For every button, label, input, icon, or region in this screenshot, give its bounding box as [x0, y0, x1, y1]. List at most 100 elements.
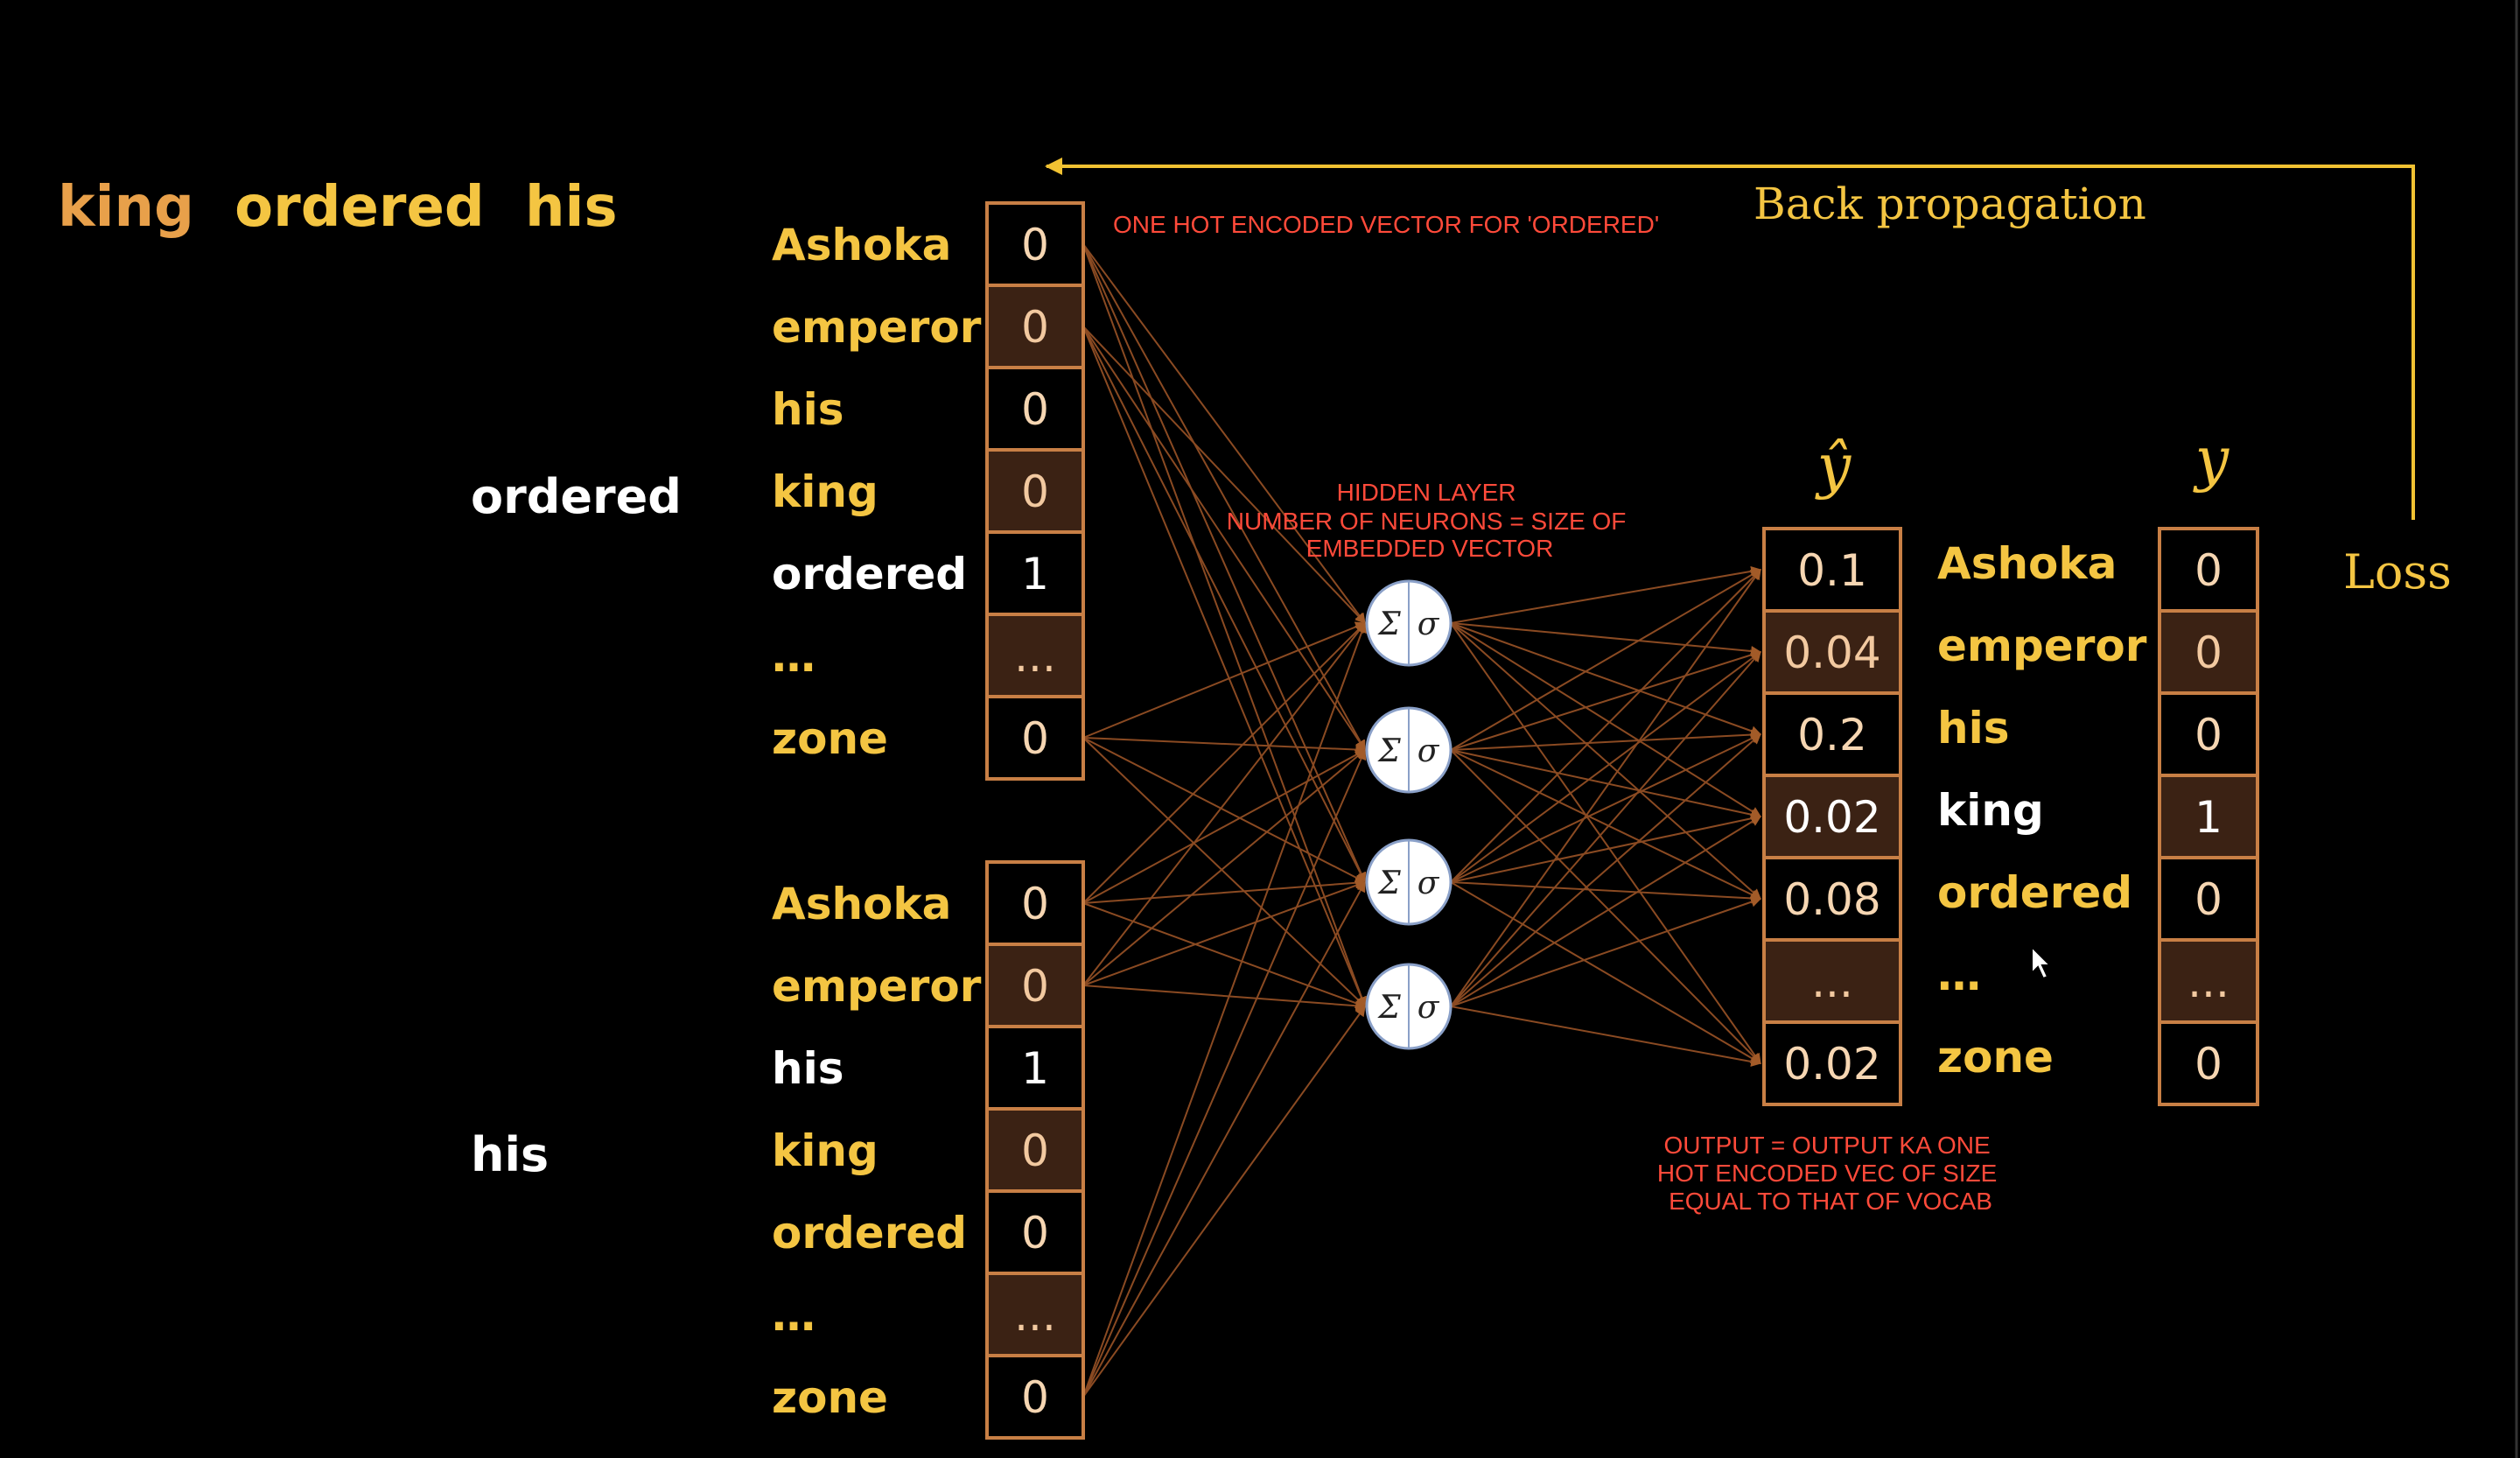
- input-to-hidden-connection: [1082, 326, 1367, 1008]
- hidden-to-output-connection: [1450, 622, 1762, 656]
- y-cell: [2158, 1020, 2259, 1106]
- output-note-line-1: OUTPUT = OUTPUT KA ONE: [1664, 1132, 1991, 1159]
- output-row-label: zone: [1937, 1032, 2054, 1083]
- input-to-hidden-connection: [1082, 748, 1367, 1398]
- input-row-label: …: [772, 1290, 816, 1341]
- input-to-hidden-connection: [1082, 621, 1367, 739]
- input-cell: [985, 695, 1085, 781]
- hidden-to-output-connection: [1450, 1006, 1762, 1067]
- input-to-hidden-connection: [1082, 737, 1367, 755]
- input-cell-value: ...: [1014, 631, 1056, 682]
- hidden-to-output-connection: [1450, 649, 1762, 751]
- hidden-to-output-connection: [1450, 816, 1762, 1007]
- title-word-king: king: [58, 175, 194, 240]
- input-to-hidden-connection: [1082, 902, 1367, 1008]
- y-value: 1: [2194, 792, 2222, 843]
- output-note-line-2: HOT ENCODED VEC OF SIZE: [1657, 1160, 1997, 1187]
- sigma-activation-icon: σ: [1418, 990, 1440, 1026]
- hidden-to-output-connection: [1450, 569, 1761, 883]
- y-hat-header: ŷ: [1815, 432, 1852, 501]
- input-cell-value: 1: [1021, 1043, 1049, 1094]
- hidden-layer-note-line-3: EMBEDDED VECTOR: [1306, 535, 1554, 562]
- sigma-sum-icon: Σ: [1376, 866, 1401, 901]
- y-cell: [2158, 856, 2259, 942]
- input-to-hidden-connection: [1082, 749, 1366, 986]
- input-cell-value: 0: [1021, 220, 1049, 270]
- input-row-label: zone: [772, 713, 888, 764]
- output-row-label: king: [1937, 785, 2044, 836]
- input-cell: [985, 366, 1085, 452]
- input-cell-value: 0: [1021, 713, 1049, 764]
- y-hat-cell: [1762, 1020, 1902, 1106]
- output-row-label: …: [1937, 950, 1981, 1000]
- input-to-hidden-connection: [1082, 985, 1367, 1012]
- sigma-activation-icon: σ: [1418, 866, 1440, 901]
- hidden-to-output-connection: [1450, 729, 1762, 751]
- title-word-his: his: [525, 175, 618, 240]
- input-cell-value: 1: [1021, 549, 1049, 599]
- title-word-ordered: ordered: [234, 175, 485, 240]
- y-hat-cell: [1762, 691, 1902, 777]
- input-to-hidden-connection: [1082, 243, 1367, 1008]
- input-one-hot-vector-2: 0 Ashoka 0 emperor 1 his 0 king 0 ordered... … 0 zon…: [772, 860, 1085, 1440]
- output-row-label: ordered: [1937, 867, 2132, 918]
- input-row-label: ordered: [772, 549, 967, 599]
- hidden-to-output-connection: [1450, 813, 1762, 883]
- y-hat-value: 0.02: [1783, 1039, 1880, 1090]
- input-cell-value: ...: [1014, 1290, 1056, 1341]
- input-cell-value: 0: [1021, 961, 1049, 1012]
- hidden-to-output-connection: [1450, 622, 1761, 1064]
- context-word-2: his: [471, 1127, 549, 1182]
- input-to-hidden-connection: [1082, 326, 1366, 624]
- y-cell: [2158, 527, 2259, 613]
- y-hat-value: 0.02: [1783, 792, 1880, 843]
- y-header: y: [2193, 425, 2230, 494]
- backprop-arrow: [1045, 158, 2415, 520]
- context-word-1: ordered: [471, 469, 682, 524]
- hidden-to-output-connection: [1450, 881, 1762, 1064]
- hidden-to-output-connection: [1450, 749, 1762, 820]
- input-cell-value: 0: [1021, 302, 1049, 353]
- input-to-hidden-connection: [1082, 243, 1366, 624]
- hidden-to-output-connection: [1450, 569, 1761, 1007]
- sigma-sum-icon: Σ: [1376, 990, 1401, 1026]
- y-value: 0: [2194, 545, 2222, 596]
- y-hat-value: 0.04: [1783, 627, 1880, 678]
- input-cell: [985, 448, 1085, 534]
- input-row-label: ordered: [772, 1208, 967, 1258]
- input-to-hidden-connection: [1082, 621, 1367, 1398]
- hidden-to-output-connection: [1450, 651, 1761, 883]
- input-row-label: Ashoka: [772, 879, 951, 929]
- input-to-hidden-connection: [1082, 877, 1367, 904]
- output-note: OUTPUT = OUTPUT KA ONE HOT ENCODED VEC O…: [1657, 1132, 2004, 1215]
- hidden-layer-note: HIDDEN LAYER NUMBER OF NEURONS = SIZE OF…: [1227, 479, 1633, 562]
- input-row-label: zone: [772, 1372, 888, 1423]
- hidden-to-output-connection: [1450, 565, 1762, 624]
- input-cell-value: 0: [1021, 466, 1049, 517]
- hidden-to-output-connection: [1450, 622, 1762, 737]
- hidden-to-output-connection: [1450, 651, 1761, 1007]
- input-row-label: his: [772, 1043, 844, 1094]
- input-to-hidden-connection: [1082, 326, 1366, 751]
- input-cell: [985, 1107, 1085, 1193]
- y-hat-cell: [1762, 856, 1902, 942]
- y-hat-value: 0.1: [1797, 545, 1867, 596]
- mouse-cursor-icon: [2031, 944, 2053, 980]
- y-hat-cell: [1762, 774, 1902, 859]
- sigma-activation-icon: σ: [1418, 606, 1440, 642]
- input-to-hidden-connection: [1082, 243, 1366, 752]
- one-hot-note: ONE HOT ENCODED VECTOR FOR 'ORDERED': [1113, 211, 1659, 238]
- y-cell: [2158, 774, 2259, 859]
- hidden-to-output-connection: [1450, 569, 1762, 751]
- hidden-to-output-connection: [1450, 622, 1761, 900]
- input-to-hidden-connection: [1082, 880, 1366, 1398]
- input-to-hidden-connection: [1082, 749, 1367, 904]
- input-to-hidden-connection: [1082, 1006, 1366, 1398]
- input-one-hot-vector-1: 0 Ashoka 0 emperor 0 his 0 king 1 ordered... … 0 zon…: [772, 201, 1085, 781]
- input-cell: [985, 284, 1085, 369]
